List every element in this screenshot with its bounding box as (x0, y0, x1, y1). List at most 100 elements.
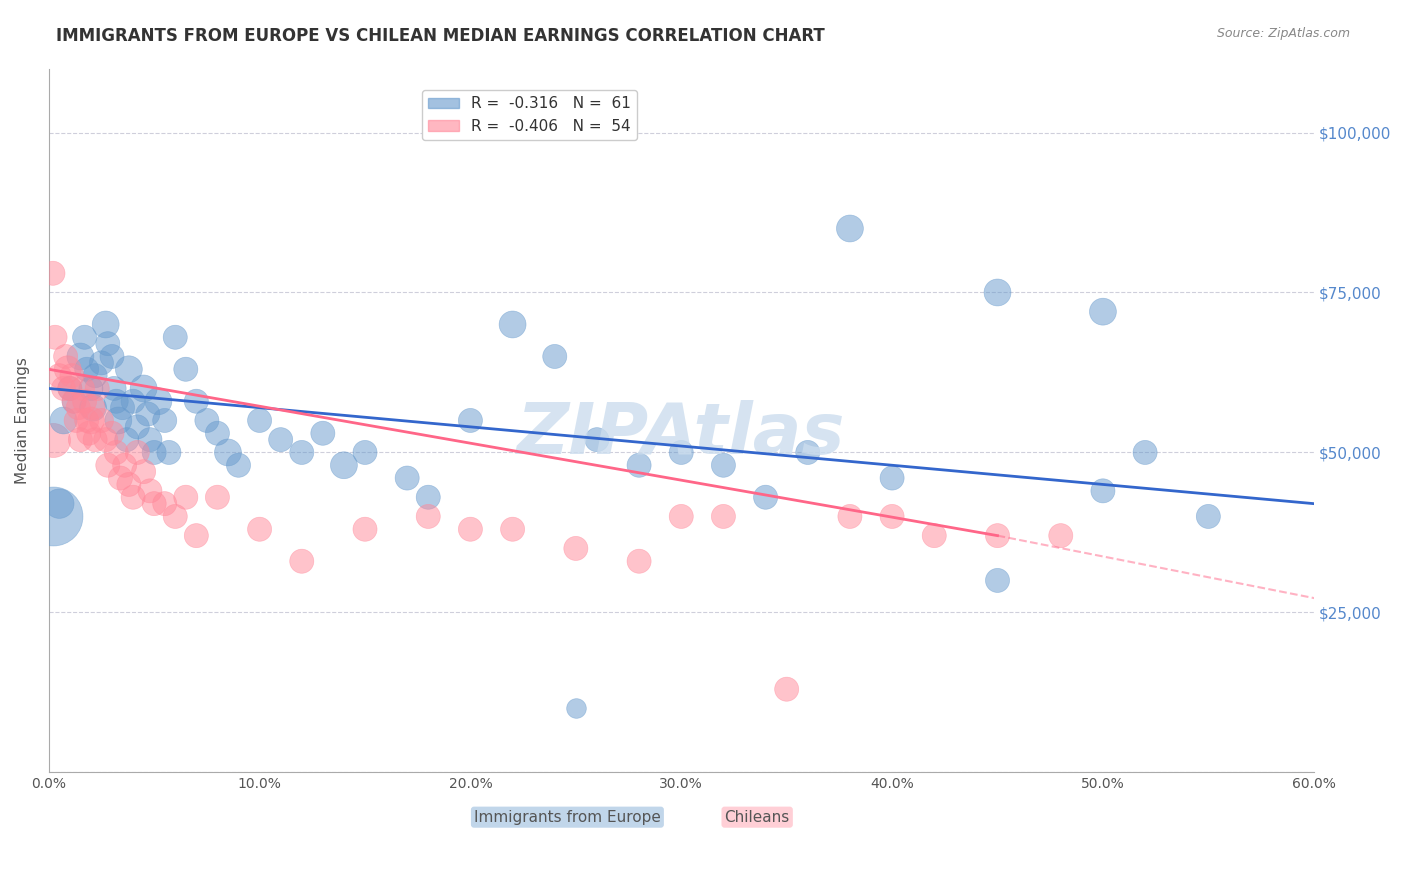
Point (132, 382, 155, 396)
Point (228, 458, 250, 473)
Point (107, 413, 129, 427)
Point (1197, 509, 1219, 524)
Point (44, 330, 66, 344)
Point (59, 382, 82, 396)
Point (94, 318, 117, 332)
Point (127, 445, 149, 459)
Point (312, 426, 335, 441)
Point (153, 497, 176, 511)
Point (69, 350, 91, 364)
Point (143, 497, 166, 511)
Point (544, 350, 567, 364)
Point (207, 426, 229, 441)
Point (797, 445, 820, 459)
Point (103, 382, 125, 396)
Point (63, 394, 86, 409)
Point (880, 509, 903, 524)
Text: IMMIGRANTS FROM EUROPE VS CHILEAN MEDIAN EARNINGS CORRELATION CHART: IMMIGRANTS FROM EUROPE VS CHILEAN MEDIAN… (56, 27, 825, 45)
Point (418, 509, 440, 524)
Point (76, 413, 98, 427)
Point (217, 445, 239, 459)
Point (143, 445, 166, 459)
Point (48, 368, 70, 383)
Point (132, 465, 155, 479)
Point (249, 413, 271, 427)
Point (565, 541, 588, 556)
Point (52, 382, 75, 396)
Point (42, 433, 65, 447)
Point (122, 394, 145, 409)
Point (165, 509, 187, 524)
Point (354, 522, 377, 536)
Point (291, 445, 314, 459)
Point (396, 471, 419, 485)
Point (118, 477, 141, 491)
Point (195, 413, 218, 427)
Point (565, 701, 588, 715)
Point (713, 509, 735, 524)
Point (671, 445, 693, 459)
Point (105, 445, 128, 459)
Point (174, 362, 197, 376)
Point (90, 413, 112, 427)
Point (165, 330, 187, 344)
Point (986, 285, 1008, 300)
Point (502, 318, 524, 332)
Point (986, 574, 1008, 588)
Point (84, 368, 107, 383)
Point (69, 433, 91, 447)
Point (42, 509, 65, 524)
Point (148, 394, 170, 409)
Point (174, 490, 197, 504)
Point (82, 401, 104, 415)
Point (186, 528, 208, 542)
Point (139, 433, 162, 447)
Point (354, 445, 377, 459)
Point (73, 394, 96, 409)
Point (90, 356, 112, 370)
Point (86, 382, 108, 396)
Point (97, 336, 120, 351)
Point (139, 483, 162, 498)
Y-axis label: Median Earnings: Median Earnings (15, 357, 30, 483)
Point (136, 407, 159, 421)
Legend: R =  -0.316   N =  61, R =  -0.406   N =  54: R = -0.316 N = 61, R = -0.406 N = 54 (422, 90, 637, 140)
Point (115, 433, 138, 447)
Text: Immigrants from Europe: Immigrants from Europe (474, 810, 661, 825)
Point (186, 394, 208, 409)
Point (118, 362, 141, 376)
Point (48, 497, 70, 511)
Point (72, 382, 94, 396)
Point (270, 433, 292, 447)
Point (97, 458, 120, 473)
Point (838, 509, 860, 524)
Point (111, 401, 134, 415)
Point (73, 330, 96, 344)
Point (207, 490, 229, 504)
Point (157, 445, 180, 459)
Point (60, 368, 83, 383)
Point (628, 458, 651, 473)
Point (776, 682, 799, 697)
Point (838, 221, 860, 235)
Point (42, 266, 65, 280)
Point (63, 394, 86, 409)
Point (94, 433, 117, 447)
Point (82, 401, 104, 415)
Point (502, 522, 524, 536)
Point (755, 490, 778, 504)
Point (114, 458, 136, 473)
Point (101, 426, 124, 441)
Point (713, 458, 735, 473)
Point (671, 509, 693, 524)
Point (59, 382, 82, 396)
Point (65, 413, 87, 427)
Point (67, 401, 90, 415)
Point (249, 522, 271, 536)
Point (110, 471, 132, 485)
Point (880, 471, 903, 485)
Text: ZIPAtlas: ZIPAtlas (517, 400, 845, 469)
Point (84, 433, 107, 447)
Point (77, 426, 100, 441)
Point (127, 420, 149, 434)
